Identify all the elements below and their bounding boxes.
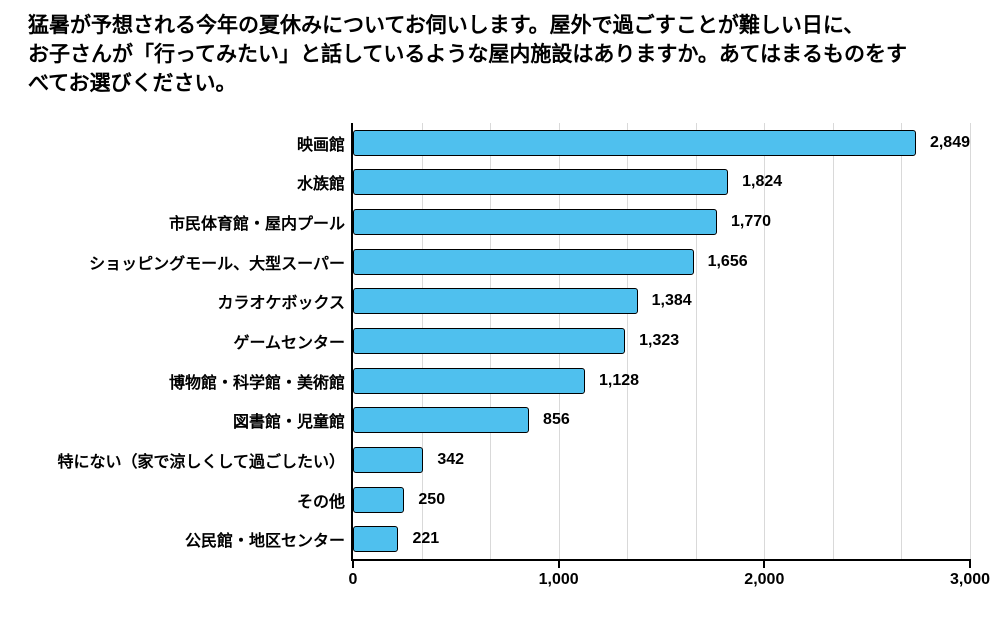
- gridline: [970, 123, 971, 559]
- survey-question-title: 猛暑が予想される今年の夏休みについてお伺いします。屋外で過ごすことが難しい日に、…: [28, 14, 908, 95]
- bar-value-label: 250: [418, 490, 446, 508]
- category-label: ショッピングモール、大型スーパー: [89, 255, 345, 273]
- gridline: [627, 123, 629, 559]
- bar: [353, 526, 399, 553]
- x-axis-line: [351, 559, 971, 561]
- bar-row: 1,770: [353, 202, 970, 242]
- bar-value-label: 1,128: [598, 371, 640, 389]
- tick-mark: [557, 561, 560, 568]
- gridline: [901, 123, 903, 559]
- gridline: [832, 123, 834, 559]
- bar-value-label: 1,384: [651, 292, 692, 310]
- gridline: [695, 123, 697, 559]
- bar-row: 250: [353, 480, 970, 520]
- bar-row: 856: [353, 400, 970, 440]
- category-label: 公民館・地区センター: [184, 533, 345, 551]
- bar-value-label: 856: [543, 411, 570, 429]
- bar-row: 1,323: [353, 321, 970, 361]
- bar-value-label: 2,849: [929, 133, 970, 151]
- bar-row: 1,824: [353, 163, 970, 203]
- bar: [353, 248, 694, 275]
- category-label: 図書館・児童館: [232, 414, 345, 432]
- category-label: 博物館・科学館・美術館: [168, 374, 345, 392]
- category-axis: 映画館 水族館 市民体育館・屋内プール ショッピングモール、大型スーパー カラオ…: [0, 123, 345, 559]
- bar: [353, 288, 638, 315]
- bar-row: 2,849: [353, 123, 970, 163]
- bar-rows: 2,849 1,824 1,770 1,656 1,384 1,323: [353, 123, 970, 559]
- bar-value-label: 221: [412, 530, 440, 548]
- bar: [353, 446, 424, 473]
- y-axis-line: [351, 123, 353, 561]
- x-tick-label: 3,000: [949, 571, 991, 588]
- bar-value-label: 1,824: [742, 173, 783, 191]
- plot-area: 2,849 1,824 1,770 1,656 1,384 1,323: [353, 123, 971, 559]
- category-label: 映画館: [296, 136, 345, 154]
- tick-mark: [352, 561, 354, 568]
- bar-value-label: 1,770: [731, 213, 772, 231]
- bar: [353, 169, 729, 196]
- gridline: [764, 123, 766, 559]
- bar: [353, 367, 585, 394]
- bar: [353, 486, 405, 513]
- x-tick-label: 1,000: [538, 571, 579, 588]
- bar-value-label: 1,656: [707, 252, 748, 270]
- category-label: ゲームセンター: [233, 335, 345, 353]
- category-label: 特にない（家で涼しくして過ごしたい）: [57, 453, 345, 471]
- tick-mark: [763, 561, 766, 568]
- category-label: カラオケボックス: [217, 295, 345, 313]
- tick-mark: [969, 561, 971, 568]
- bar-value-label: 1,323: [639, 332, 680, 350]
- x-tick-label: 0: [348, 571, 358, 588]
- x-tick-label: 2,000: [744, 571, 785, 588]
- category-label: 水族館: [296, 176, 345, 194]
- category-label: 市民体育館・屋内プール: [168, 216, 345, 234]
- category-label: その他: [296, 493, 345, 511]
- bar-row: 342: [353, 440, 970, 480]
- bar: [353, 209, 718, 236]
- x-axis-labels: 0 1,000 2,000 3,000: [349, 571, 990, 591]
- bar-row: 1,384: [353, 282, 970, 322]
- bar-value-label: 342: [437, 450, 465, 468]
- x-axis-ticks: [352, 561, 971, 568]
- bar: [353, 328, 626, 355]
- bar-row: 1,656: [353, 242, 970, 282]
- bar-row: 221: [353, 519, 970, 559]
- bar: [353, 407, 530, 434]
- bar: [353, 129, 916, 156]
- bar-row: 1,128: [353, 361, 970, 401]
